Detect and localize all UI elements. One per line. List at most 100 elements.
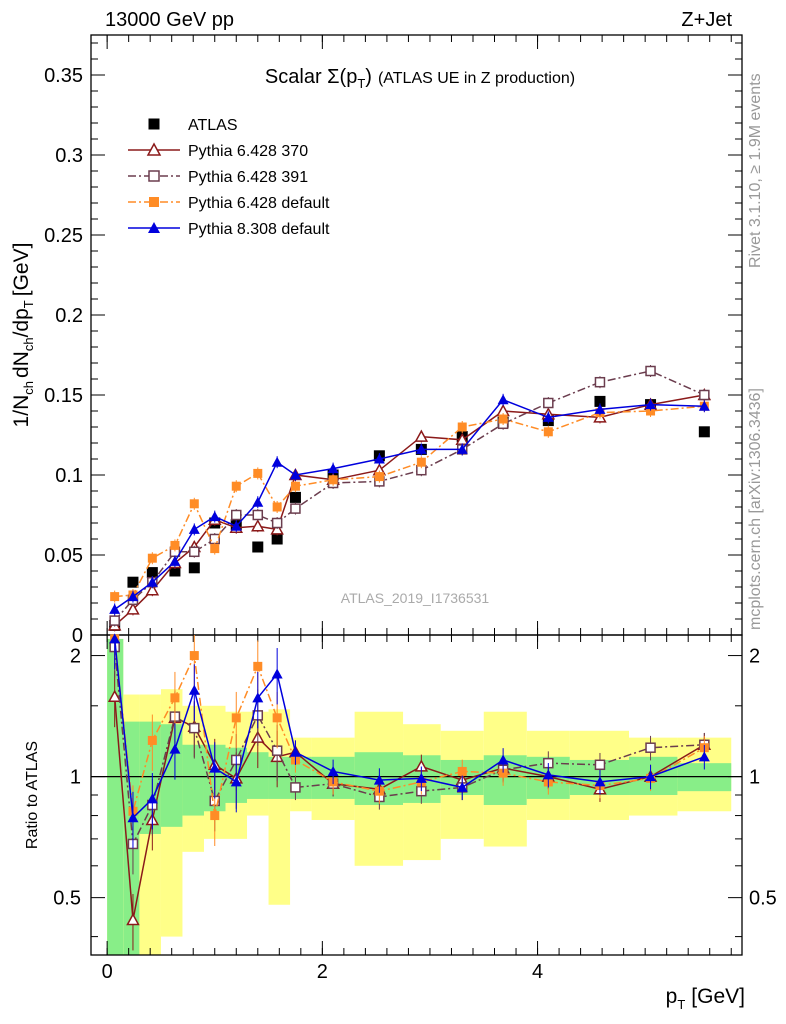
- point-ratio-4-4: [188, 684, 200, 695]
- point-main-0-9: [289, 491, 301, 503]
- point-main-2-17: [645, 365, 656, 377]
- ylabel-sub1: ch: [21, 381, 36, 395]
- point-ratio-4-2: [146, 793, 158, 804]
- point-ratio-4-9: [289, 746, 301, 757]
- ylabel-part4: [GeV]: [10, 243, 33, 297]
- point-main-3-13: [457, 422, 467, 432]
- point-main-0-18: [698, 426, 710, 438]
- point-main-2-6: [231, 509, 242, 521]
- plot-title-desc: (ATLAS UE in Z production): [378, 70, 575, 87]
- point-main-3-10: [328, 475, 338, 485]
- legend-marker-0: [148, 118, 160, 130]
- band-inner-3: [160, 724, 183, 827]
- main-ytick-label-7: 0.35: [44, 65, 83, 87]
- ratio-ytick-label-2: 2: [70, 646, 81, 668]
- main-ytick-label-4: 0.2: [55, 305, 83, 327]
- band-inner-8: [268, 756, 291, 799]
- point-main-1-2: [145, 583, 160, 596]
- point-main-4-17: [645, 399, 657, 410]
- point-main-4-6: [230, 520, 242, 531]
- ratio-ytick-label-right-1: 1: [749, 767, 760, 789]
- point-ratio-3-4: [189, 651, 199, 661]
- point-main-3-0: [110, 592, 120, 602]
- point-main-4-1: [127, 591, 139, 602]
- band-inner-0: [107, 638, 124, 955]
- point-main-2-8: [271, 517, 283, 529]
- legend-label-2: Pythia 6.428 391: [188, 169, 308, 186]
- legend-entry-4: Pythia 8.308 default: [128, 221, 330, 238]
- ratio-uncertainty-bands: [107, 638, 732, 955]
- header-left: 13000 GeV pp: [105, 9, 234, 31]
- point-main-0-16: [594, 395, 606, 407]
- point-main-3-17: [646, 406, 656, 416]
- point-main-4-12: [415, 443, 427, 454]
- point-main-0-4: [188, 562, 200, 574]
- point-main-4-5: [209, 511, 221, 522]
- point-main-2-16: [594, 376, 606, 388]
- point-main-1-7: [251, 519, 265, 532]
- point-main-2-4: [189, 546, 200, 558]
- point-main-4-9: [289, 469, 301, 480]
- point-main-0-1: [127, 576, 139, 588]
- y-axis-label-main: 1/NchdNch/dpT[GeV]: [10, 243, 36, 428]
- point-main-4-18: [698, 400, 710, 411]
- point-ratio-4-13: [456, 781, 468, 792]
- xtick-label-2: 4: [532, 961, 543, 983]
- ylabel-part1: 1/N: [10, 395, 33, 428]
- point-ratio-2-16: [594, 759, 606, 771]
- point-ratio-2-9: [290, 782, 301, 793]
- point-main-3-12: [416, 457, 426, 467]
- ylabel-sub3: T: [21, 300, 36, 308]
- point-main-4-16: [594, 403, 606, 414]
- point-ratio-4-11: [373, 774, 385, 785]
- point-ratio-4-12: [415, 772, 427, 783]
- point-main-2-9: [290, 503, 301, 514]
- point-ratio-3-14: [498, 768, 508, 778]
- legend-marker-1: [146, 142, 162, 156]
- legend-label-0: ATLAS: [188, 117, 238, 134]
- rivet-label: Rivet 3.1.10, ≥ 1.9M events: [747, 73, 764, 268]
- point-main-2-7: [252, 509, 264, 521]
- point-main-3-15: [543, 427, 553, 437]
- legend-entry-0: ATLAS: [148, 117, 238, 134]
- point-ratio-3-8: [272, 713, 282, 723]
- header-right: Z+Jet: [681, 9, 732, 31]
- xlabel-sub: T: [677, 997, 685, 1012]
- legend-marker-4: [148, 222, 160, 233]
- point-main-1-1: [126, 602, 140, 615]
- point-main-0-7: [252, 541, 264, 553]
- legend-label-1: Pythia 6.428 370: [188, 143, 308, 160]
- point-ratio-3-13: [457, 766, 467, 776]
- band-inner-4: [182, 744, 204, 816]
- point-ratio-4-7: [252, 692, 264, 703]
- main-ytick-label-1: 0.05: [44, 545, 83, 567]
- mcplots-label: mcplots.cern.ch [arXiv:1306.3436]: [747, 388, 764, 630]
- legend-label-4: Pythia 8.308 default: [188, 221, 330, 238]
- analysis-watermark: ATLAS_2019_I1736531: [341, 590, 490, 606]
- ratio-ytick-label-0: 0.5: [53, 888, 81, 910]
- ylabel-part3: /dp: [10, 308, 33, 337]
- ratio-ytick-label-1: 1: [70, 767, 81, 789]
- point-main-4-4: [188, 523, 200, 534]
- point-main-4-15: [542, 411, 554, 422]
- axes-frames: [90, 34, 743, 956]
- point-main-3-4: [189, 499, 199, 509]
- point-main-2-0: [109, 615, 120, 626]
- point-main-4-8: [271, 456, 283, 467]
- point-ratio-4-10: [327, 765, 339, 776]
- point-ratio-2-17: [645, 742, 656, 753]
- point-ratio-4-1: [127, 812, 139, 823]
- point-ratio-3-2: [147, 735, 157, 745]
- plot-title: Scalar Σ(pT) (ATLAS UE in Z production): [265, 66, 575, 91]
- legend-entry-3: Pythia 6.428 default: [128, 195, 330, 212]
- point-ratio-1-0: [107, 689, 122, 702]
- legend-entry-2: Pythia 6.428 391: [128, 169, 308, 186]
- tick-labels: 00.050.10.150.20.250.30.350.5 0.51 12 20 2 4: [44, 65, 777, 983]
- point-ratio-4-5: [209, 762, 221, 773]
- plot-title-sub: T: [357, 76, 365, 91]
- point-ratio-4-17: [645, 771, 657, 782]
- ylabel-part2: dN: [10, 351, 33, 378]
- main-ytick-label-5: 0.25: [44, 225, 83, 247]
- point-main-3-2: [147, 553, 157, 563]
